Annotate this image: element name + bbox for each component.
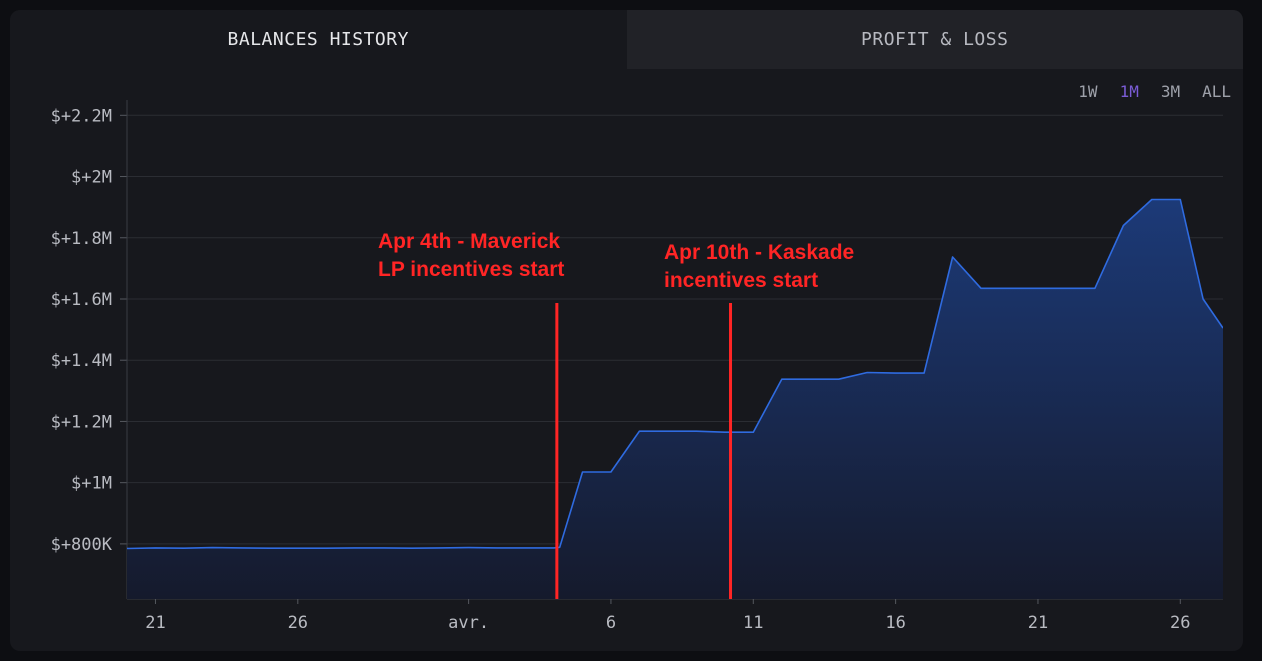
balance-line xyxy=(127,198,1223,550)
y-tick-label: $+1.4M xyxy=(51,351,112,371)
x-tick-label: 21 xyxy=(145,613,165,633)
x-tick-label: 26 xyxy=(1170,613,1190,633)
tab-profit-loss[interactable]: PROFIT & LOSS xyxy=(626,10,1243,69)
y-tick-label: $+1.8M xyxy=(51,229,112,249)
annotation-label: incentives start xyxy=(664,269,818,292)
x-tick-label: 26 xyxy=(288,613,308,633)
x-tick-label: 16 xyxy=(885,613,905,633)
x-tick-label: avr. xyxy=(448,613,489,633)
annotation-label: Apr 4th - Maverick xyxy=(378,230,560,253)
x-tick-label: 11 xyxy=(743,613,763,633)
x-tick-label: 6 xyxy=(606,613,616,633)
plot-area xyxy=(127,198,1223,599)
y-tick-label: $+800K xyxy=(51,535,113,555)
x-axis: 21 26 avr. 6 11 16 21 26 xyxy=(127,598,1223,633)
y-tick-label: $+2M xyxy=(71,168,112,188)
y-axis: $+800K $+1M $+1.2M $+1.4M $+1.6M $+1.8M $+2M $+… xyxy=(51,100,128,599)
annotation-label: LP incentives start xyxy=(378,258,564,281)
range-1w-button[interactable]: 1W xyxy=(1078,82,1098,101)
balance-area xyxy=(127,199,1223,599)
x-tick-label: 21 xyxy=(1028,613,1048,633)
range-all-button[interactable]: ALL xyxy=(1202,82,1231,101)
annotations: Apr 4th - Maverick LP incentives start Apr… xyxy=(378,230,854,599)
range-1m-button[interactable]: 1M xyxy=(1119,82,1139,101)
y-tick-label: $+2.2M xyxy=(51,106,112,126)
y-tick-label: $+1.2M xyxy=(51,412,112,432)
range-selector: 1W 1M 3M ALL xyxy=(1078,82,1231,101)
y-tick-label: $+1M xyxy=(71,474,112,494)
range-3m-button[interactable]: 3M xyxy=(1160,82,1181,101)
tab-bar: BALANCES HISTORY PROFIT & LOSS xyxy=(10,10,1243,69)
annotation-label: Apr 10th - Kaskade xyxy=(664,241,854,264)
tab-balances-history[interactable]: BALANCES HISTORY xyxy=(10,10,627,69)
y-tick-label: $+1.6M xyxy=(51,290,112,310)
